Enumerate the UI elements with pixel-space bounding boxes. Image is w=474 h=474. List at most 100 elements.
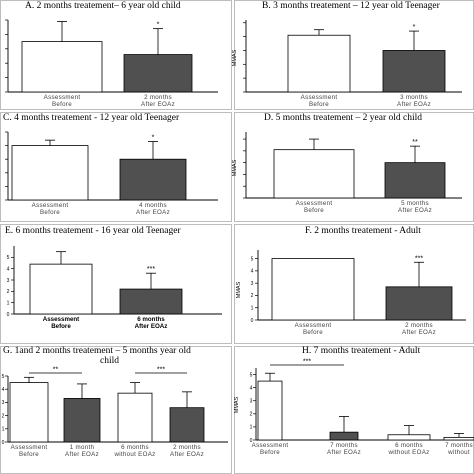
- panel-title: E. 6 months treatement - 16 year old Tee…: [5, 226, 181, 236]
- category-label: After EOAz: [135, 323, 168, 330]
- panel-4: D. 5 months treatement – 2 year old chil…: [232, 112, 474, 222]
- bar-1: [11, 145, 89, 201]
- category-label: Before: [309, 101, 329, 108]
- category-label: 7 months: [330, 442, 358, 449]
- category-label: Assessment: [44, 94, 81, 101]
- bar-2: [119, 288, 183, 315]
- category-label: 7 months: [445, 442, 473, 449]
- bar-1: [257, 380, 283, 441]
- category-label: 4 months: [139, 202, 167, 209]
- y-tick-label: 2: [7, 289, 10, 295]
- bar-3: [387, 434, 431, 441]
- category-label: Before: [260, 449, 280, 456]
- bar-2: [385, 286, 453, 321]
- significance-marker: **: [53, 367, 59, 374]
- y-tick-label: 1: [2, 427, 5, 433]
- y-tick-label: 3: [2, 400, 5, 406]
- panel-5: E. 6 months treatement - 16 year old Tee…: [0, 224, 232, 344]
- category-label: Before: [52, 101, 72, 108]
- y-tick-label: 5: [7, 255, 10, 261]
- y-tick-label: 3: [7, 278, 10, 284]
- category-label: Before: [304, 207, 324, 214]
- y-axis-label: MMAS: [232, 49, 238, 66]
- category-label: 2 months: [405, 322, 433, 329]
- significance-marker: ***: [303, 359, 311, 366]
- panel-title: H. 7 months treatement - Adult: [302, 346, 421, 356]
- y-tick-label: 0: [251, 318, 254, 324]
- category-label: 6 months: [395, 442, 423, 449]
- y-tick-label: 4: [2, 387, 5, 393]
- category-label: After EOAz: [398, 207, 432, 214]
- y-tick-label: 4: [7, 266, 10, 272]
- bar-2: [63, 398, 101, 443]
- significance-marker: *: [157, 22, 160, 29]
- category-label: Assessment: [252, 442, 289, 449]
- bar-1: [271, 258, 355, 321]
- panel-3: C. 4 months treatement - 12 year old Tee…: [0, 112, 232, 222]
- category-label: Assessment: [296, 200, 333, 207]
- significance-marker: ***: [147, 266, 155, 273]
- panel-title: D. 5 months treatement – 2 year old chil…: [264, 113, 422, 123]
- category-label: Before: [51, 323, 71, 330]
- category-label: without EOAz: [387, 449, 429, 456]
- significance-marker: *: [152, 135, 155, 142]
- panel-border: [0, 0, 232, 110]
- y-axis-label: MMAS: [232, 159, 238, 176]
- bar-2: [123, 54, 193, 93]
- panel-title: F. 2 months treatement - Adult: [305, 226, 421, 236]
- y-tick-label: 5: [250, 372, 253, 378]
- category-label: without: [447, 449, 470, 456]
- bar-1: [287, 34, 351, 93]
- category-label: Assessment: [295, 322, 332, 329]
- panel-6: F. 2 months treatement - Adult 0 1 2 3 4 5 MMAS…: [234, 224, 474, 344]
- significance-marker: ***: [415, 255, 423, 262]
- bar-2: [384, 162, 446, 199]
- bar-2: [382, 50, 446, 93]
- category-label: 2 months: [144, 94, 172, 101]
- category-label: After EOAz: [327, 449, 361, 456]
- panel-title: G. 1and 2 months treatement – 5 months y…: [3, 346, 191, 366]
- significance-marker: **: [412, 139, 418, 146]
- bar-1: [273, 149, 355, 199]
- panel-title: A. 2 months treatement– 6 year old child: [25, 1, 181, 11]
- y-tick-label: 2: [2, 413, 5, 419]
- bar-1: [21, 41, 103, 93]
- category-label: Assessment: [11, 444, 48, 451]
- panel-border: [0, 224, 232, 344]
- panel-1: A. 2 months treatement– 6 year old child…: [0, 0, 232, 110]
- y-tick-label: 5: [251, 256, 254, 262]
- panel-title: B. 3 months treatement – 12 year old Tee…: [262, 1, 441, 11]
- bar-2: [119, 158, 187, 201]
- category-label: 1 month: [70, 444, 95, 451]
- panel-7: G. 1and 2 months treatement – 5 months y…: [0, 346, 232, 474]
- y-tick-label: 1: [251, 306, 254, 312]
- y-tick-label: 0: [7, 312, 10, 318]
- y-axis-label: MMAS: [236, 281, 242, 298]
- y-tick-label: 1: [7, 300, 10, 306]
- category-label: 5 months: [401, 200, 429, 207]
- category-label: After EOAz: [65, 451, 99, 458]
- category-label: 3 months: [400, 94, 428, 101]
- bar-1: [29, 263, 93, 315]
- panel-8: H. 7 months treatement - Adult 0 1 2 3 4 5 MMAS…: [234, 346, 474, 474]
- bar-4: [443, 436, 474, 441]
- panel-border: [0, 112, 232, 222]
- bar-1: [9, 382, 49, 443]
- category-label: 6 months: [121, 444, 149, 451]
- category-label: After EOAz: [397, 101, 431, 108]
- y-tick-label: 2: [250, 412, 253, 418]
- category-label: Before: [303, 329, 323, 336]
- y-tick-label: 2: [251, 293, 254, 299]
- y-tick-label: 3: [251, 281, 254, 287]
- significance-marker: *: [413, 24, 416, 31]
- category-label: Before: [40, 209, 60, 216]
- y-tick-label: 0: [250, 438, 253, 444]
- y-tick-label: 4: [250, 385, 253, 391]
- y-tick-label: 1: [250, 425, 253, 431]
- category-label: After EOAz: [402, 329, 436, 336]
- category-label: without EOAz: [113, 451, 155, 458]
- category-label: 2 months: [173, 444, 201, 451]
- category-label: Assessment: [43, 316, 79, 323]
- category-label: After EOAz: [170, 451, 204, 458]
